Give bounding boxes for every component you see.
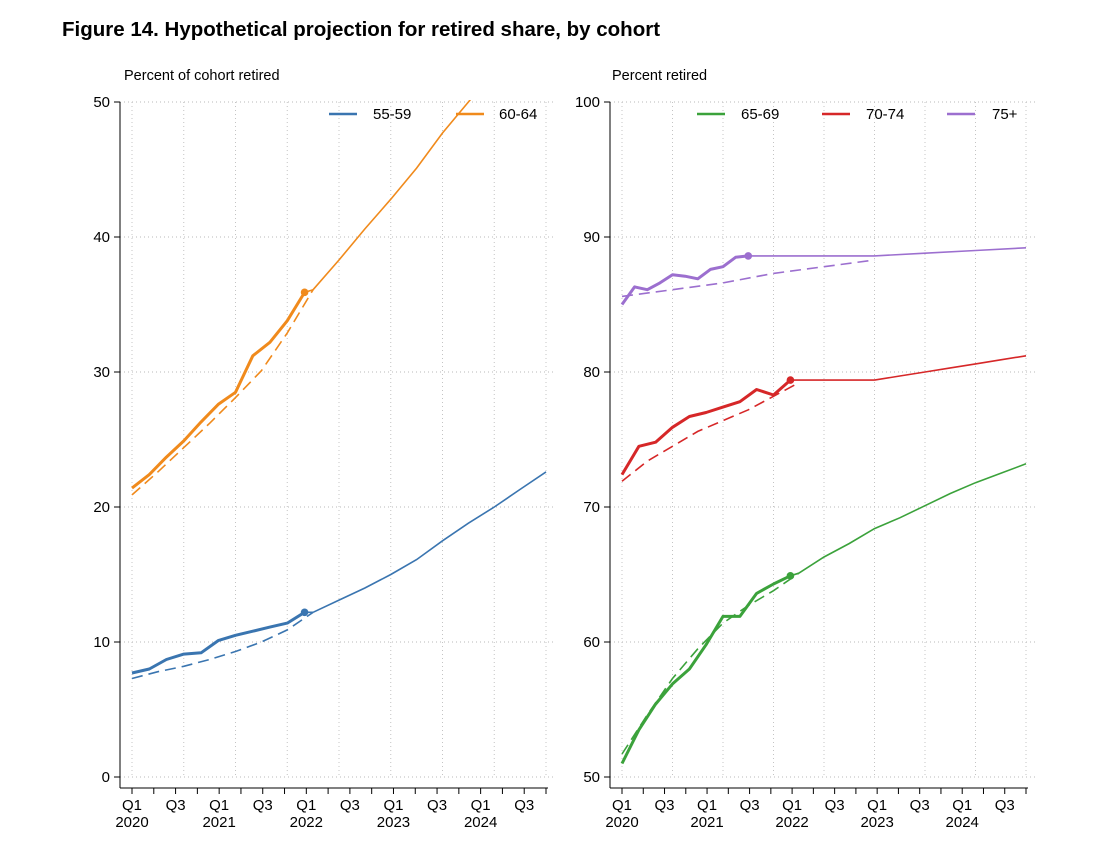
- y-tick-label: 50: [583, 769, 600, 786]
- series-actual-55-59: [131, 611, 306, 675]
- x-tick-year: 2024: [946, 814, 979, 831]
- x-tick-year: 2020: [115, 814, 148, 831]
- x-tick-label: Q1: [471, 797, 491, 814]
- x-tick-year: 2024: [464, 814, 497, 831]
- series-trend-70-74: [621, 382, 800, 482]
- y-tick-label: 70: [583, 499, 600, 516]
- x-tick-label: Q3: [655, 797, 675, 814]
- series-actual-70-74: [620, 378, 792, 476]
- series-actual-65-69: [620, 574, 792, 765]
- legend-label-65-69: 65-69: [741, 106, 779, 123]
- series-projection-65-69: [798, 463, 1027, 574]
- x-tick-year: 2021: [690, 814, 723, 831]
- x-tick-label: Q3: [825, 797, 845, 814]
- y-axis-label: Percent retired: [612, 68, 707, 84]
- x-tick-label: Q3: [427, 797, 447, 814]
- x-tick-label: Q3: [514, 797, 534, 814]
- x-tick-label: Q3: [340, 797, 360, 814]
- series-trend-75+: [621, 259, 875, 298]
- series-trend-55-59: [131, 611, 314, 680]
- legend-label-75+: 75+: [992, 106, 1018, 123]
- y-tick-label: 90: [583, 229, 600, 246]
- legend-label-70-74: 70-74: [866, 106, 904, 123]
- legend-label-60-64: 60-64: [499, 106, 537, 123]
- x-tick-year: 2022: [290, 814, 323, 831]
- series-projection-70-74: [874, 355, 1027, 381]
- x-tick-label: Q3: [995, 797, 1015, 814]
- chart-panel-left: Percent of cohort retired01020304050Q120…: [93, 68, 556, 831]
- y-tick-label: 60: [583, 634, 600, 651]
- x-tick-year: 2022: [775, 814, 808, 831]
- x-tick-year: 2020: [605, 814, 638, 831]
- y-tick-label: 100: [575, 94, 600, 111]
- x-tick-label: Q1: [296, 797, 316, 814]
- x-tick-label: Q3: [910, 797, 930, 814]
- series-trend-60-64: [131, 289, 314, 496]
- series-endpoint-65-69: [786, 572, 795, 580]
- series-endpoint-75+: [744, 252, 753, 260]
- x-tick-label: Q3: [740, 797, 760, 814]
- y-tick-label: 50: [93, 94, 110, 111]
- y-tick-label: 20: [93, 499, 110, 516]
- x-tick-label: Q1: [867, 797, 887, 814]
- figure-title: Figure 14. Hypothetical projection for r…: [62, 18, 661, 41]
- y-axis-label: Percent of cohort retired: [124, 68, 280, 84]
- x-tick-label: Q1: [612, 797, 632, 814]
- x-tick-label: Q1: [209, 797, 229, 814]
- x-tick-label: Q1: [122, 797, 142, 814]
- x-tick-year: 2021: [202, 814, 235, 831]
- series-endpoint-55-59: [300, 608, 309, 617]
- y-tick-label: 10: [93, 634, 110, 651]
- series-projection-60-64: [312, 100, 472, 291]
- series-projection-55-59: [312, 471, 547, 614]
- x-tick-label: Q1: [383, 797, 403, 814]
- y-tick-label: 40: [93, 229, 110, 246]
- x-tick-label: Q3: [166, 797, 186, 814]
- x-tick-label: Q1: [782, 797, 802, 814]
- x-tick-label: Q1: [952, 797, 972, 814]
- x-tick-label: Q3: [253, 797, 273, 814]
- plot-area: [620, 247, 1027, 765]
- series-trend-65-69: [621, 572, 800, 755]
- series-endpoint-60-64: [300, 288, 309, 297]
- legend-label-55-59: 55-59: [373, 106, 411, 123]
- series-endpoint-70-74: [786, 376, 795, 384]
- y-tick-label: 30: [93, 364, 110, 381]
- x-tick-label: Q1: [697, 797, 717, 814]
- series-actual-60-64: [131, 291, 306, 490]
- series-projection-75+: [874, 247, 1027, 257]
- y-tick-label: 80: [583, 364, 600, 381]
- plot-area: [131, 100, 547, 680]
- y-tick-label: 0: [102, 769, 110, 786]
- series-actual-75+: [620, 254, 749, 306]
- x-tick-year: 2023: [860, 814, 893, 831]
- x-tick-year: 2023: [377, 814, 410, 831]
